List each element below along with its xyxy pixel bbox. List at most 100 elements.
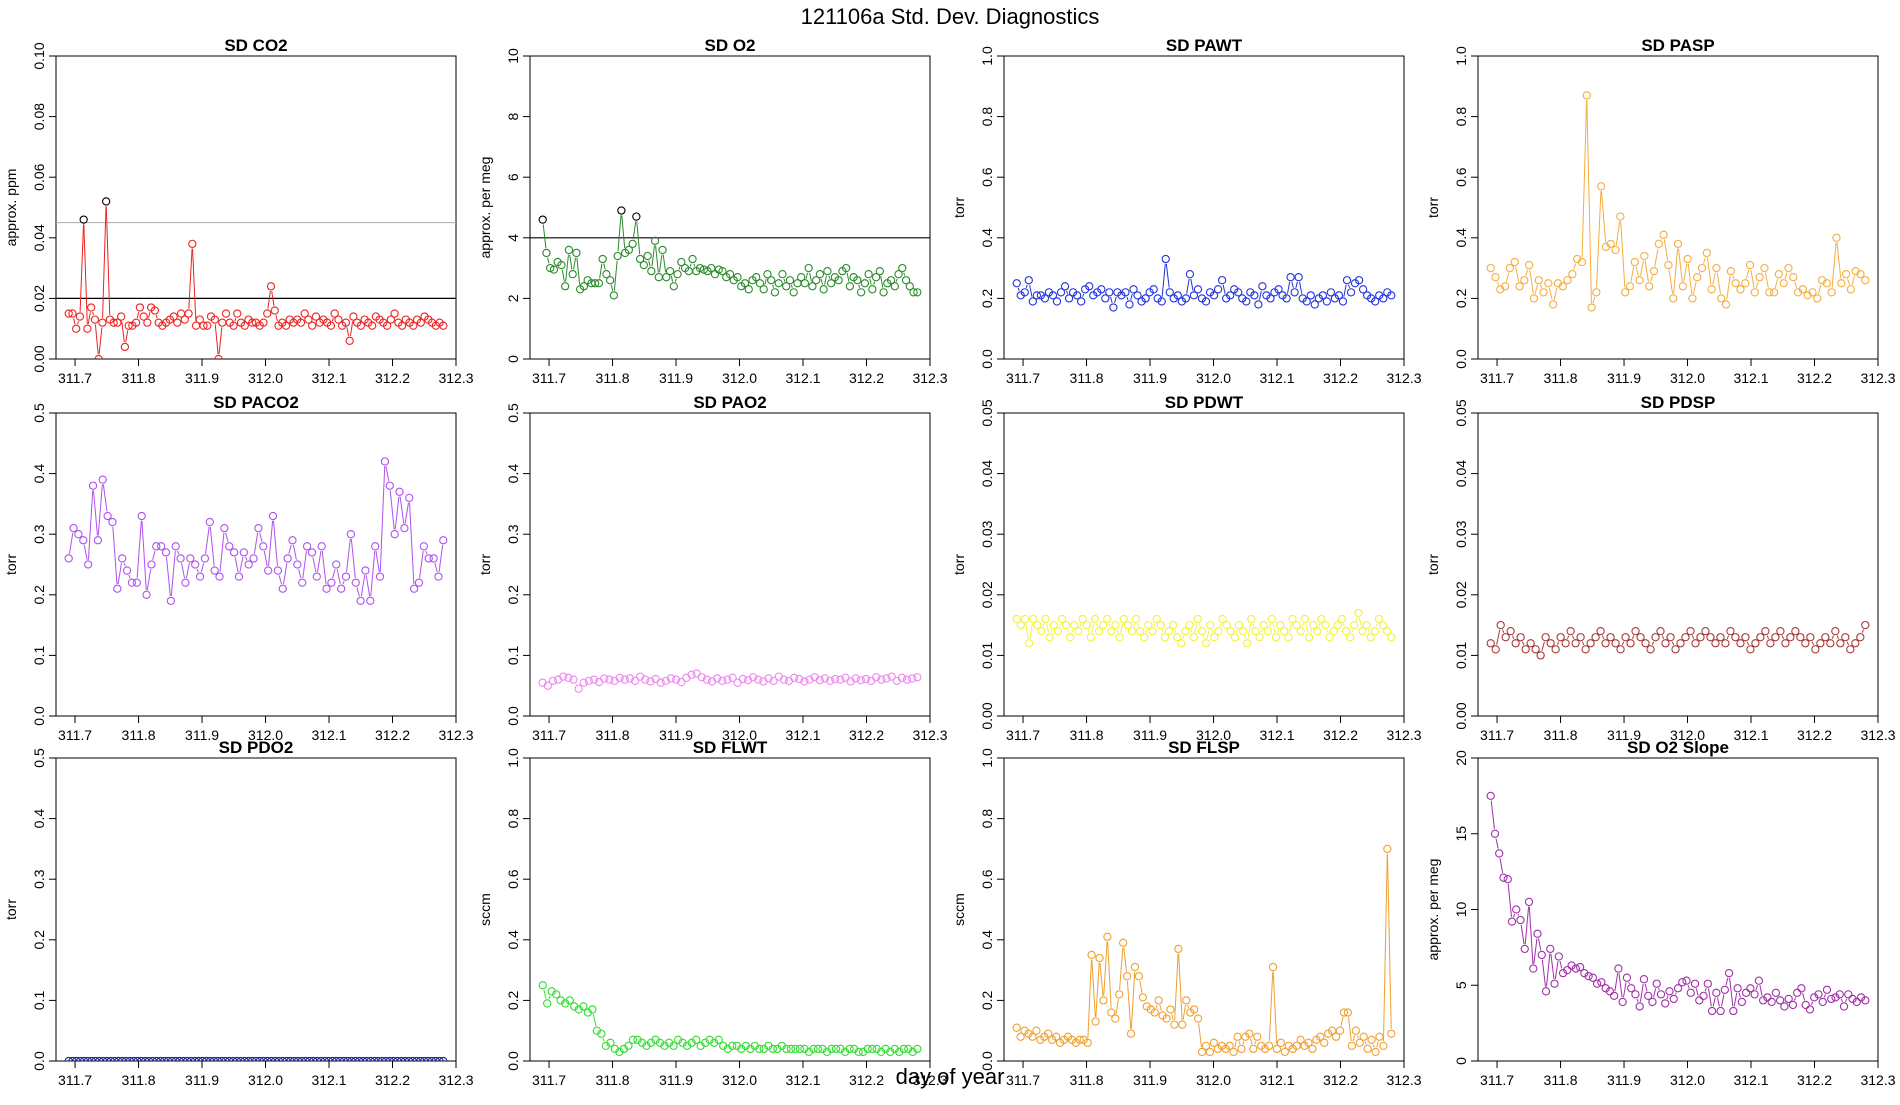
- data-point: [1650, 268, 1657, 275]
- series-segment: [1199, 1023, 1202, 1047]
- y-tick-label: 0.02: [1453, 581, 1469, 608]
- y-tick-label: 0.00: [979, 702, 995, 729]
- data-point: [1545, 280, 1552, 287]
- data-point: [786, 277, 793, 284]
- y-tick-label: 0.8: [1453, 107, 1469, 127]
- series-segment: [690, 264, 691, 267]
- data-point: [1780, 280, 1787, 287]
- series-segment: [1651, 276, 1653, 282]
- data-point: [1116, 991, 1123, 998]
- series-segment: [88, 491, 92, 560]
- data-point: [1594, 980, 1601, 987]
- y-tick-label: 0.01: [979, 642, 995, 669]
- series-segment: [1223, 285, 1225, 294]
- series-segment: [1059, 624, 1060, 627]
- series-segment: [1175, 954, 1178, 1020]
- series-segment: [337, 569, 340, 584]
- data-point: [1814, 295, 1821, 302]
- data-point: [1186, 271, 1193, 278]
- series-segment: [357, 587, 359, 596]
- data-point: [1732, 280, 1739, 287]
- series-segment: [1287, 282, 1289, 294]
- series-segment: [663, 255, 665, 273]
- data-point: [144, 319, 151, 326]
- series-segment: [390, 490, 394, 529]
- data-point: [1555, 953, 1562, 960]
- data-point: [143, 591, 150, 598]
- series-segment: [1088, 960, 1092, 1038]
- data-point: [250, 555, 257, 562]
- series-segment: [1080, 624, 1081, 627]
- data-point: [1838, 280, 1845, 287]
- data-point: [1054, 628, 1061, 635]
- y-tick-label: 0.1: [505, 645, 521, 665]
- y-tick-label: 0.02: [979, 581, 995, 608]
- series-segment: [1862, 630, 1863, 633]
- data-point: [1691, 980, 1698, 987]
- series-segment: [1567, 636, 1568, 639]
- series-segment: [219, 327, 222, 354]
- data-point: [1206, 1048, 1213, 1055]
- series-segment: [78, 321, 79, 324]
- series-segment: [1593, 297, 1595, 303]
- series-segment: [1508, 884, 1511, 917]
- data-point: [274, 567, 281, 574]
- panel-title: SD PAO2: [693, 393, 766, 412]
- data-point: [1135, 973, 1142, 980]
- series-segment: [260, 533, 262, 542]
- data-point: [1053, 298, 1060, 305]
- data-point: [216, 573, 223, 580]
- series-segment: [1072, 630, 1073, 633]
- data-point: [1646, 283, 1653, 290]
- data-point: [1730, 1007, 1737, 1014]
- data-point: [693, 670, 700, 677]
- series-segment: [1239, 1041, 1240, 1044]
- data-point: [396, 488, 403, 495]
- data-point: [1708, 1007, 1715, 1014]
- data-point: [1717, 1007, 1724, 1014]
- x-tick-label: 312.1: [1259, 370, 1294, 386]
- data-point: [768, 277, 775, 284]
- plot-area: [1487, 622, 1869, 660]
- y-tick-label: 0.5: [31, 403, 47, 423]
- data-point: [240, 549, 247, 556]
- data-point: [670, 283, 677, 290]
- series-segment: [147, 569, 150, 590]
- data-point: [99, 476, 106, 483]
- data-point: [109, 518, 116, 525]
- x-tick-label: 311.8: [1070, 370, 1104, 386]
- series-segment: [1269, 624, 1270, 627]
- x-tick-label: 312.2: [849, 727, 884, 743]
- series-segment: [1615, 973, 1618, 991]
- data-point: [1649, 998, 1656, 1005]
- y-tick-label: 0.4: [979, 930, 995, 950]
- series-segment: [284, 563, 287, 584]
- series-segment: [276, 315, 277, 321]
- data-point: [618, 207, 625, 214]
- series-segment: [1117, 630, 1118, 633]
- data-point: [1537, 652, 1544, 659]
- data-point: [1721, 986, 1728, 993]
- series-segment: [821, 279, 822, 285]
- series-segment: [548, 258, 549, 264]
- series-segment: [1852, 276, 1854, 285]
- data-point: [167, 597, 174, 604]
- data-point: [75, 531, 82, 538]
- data-point: [1785, 265, 1792, 272]
- data-point: [1540, 289, 1547, 296]
- data-point: [1777, 628, 1784, 635]
- series-segment: [1746, 270, 1748, 279]
- data-point: [1772, 634, 1779, 641]
- data-point: [820, 286, 827, 293]
- series-segment: [153, 551, 155, 560]
- y-tick-label: 0.2: [1453, 288, 1469, 308]
- data-point: [1683, 977, 1690, 984]
- data-point: [805, 265, 812, 272]
- series-segment: [1629, 982, 1630, 984]
- series-segment: [649, 261, 650, 267]
- data-point: [760, 286, 767, 293]
- data-point: [1790, 274, 1797, 281]
- data-point: [1535, 277, 1542, 284]
- data-point: [1522, 646, 1529, 653]
